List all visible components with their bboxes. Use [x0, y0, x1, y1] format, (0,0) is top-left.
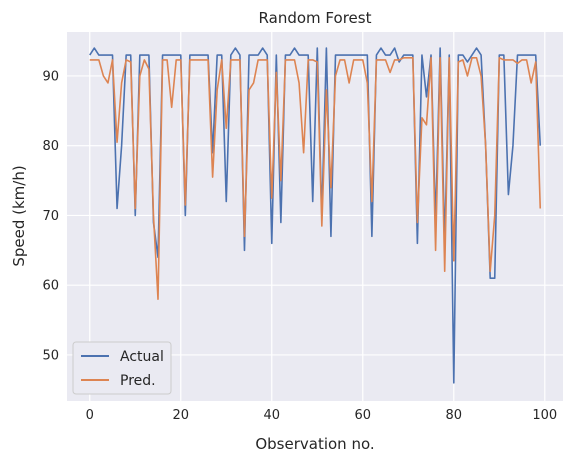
y-axis-label: Speed (km/h) — [10, 165, 28, 266]
y-tick-label: 70 — [42, 209, 59, 224]
chart-title: Random Forest — [259, 9, 372, 27]
y-tick-label: 80 — [42, 139, 59, 154]
x-tick-label: 100 — [532, 408, 557, 423]
y-tick-label: 60 — [42, 279, 59, 294]
series-lines — [89, 47, 542, 384]
legend-label-pred: Pred. — [120, 373, 156, 389]
legend: Actual Pred. — [72, 341, 172, 395]
x-tick-label: 80 — [446, 408, 463, 423]
series-line-actual — [89, 47, 542, 384]
x-tick-label: 0 — [86, 408, 94, 423]
series-line-pred — [89, 57, 542, 300]
y-tick-label: 90 — [42, 69, 59, 84]
x-tick-label: 60 — [355, 408, 372, 423]
x-tick-label: 40 — [263, 408, 280, 423]
x-axis-label: Observation no. — [255, 435, 374, 453]
y-tick-label: 50 — [42, 348, 59, 363]
x-tick-labels: 0 20 40 60 80 100 — [86, 408, 558, 423]
x-tick-label: 20 — [172, 408, 189, 423]
legend-label-actual: Actual — [120, 349, 164, 365]
y-tick-labels: 50 60 70 80 90 — [42, 69, 59, 363]
